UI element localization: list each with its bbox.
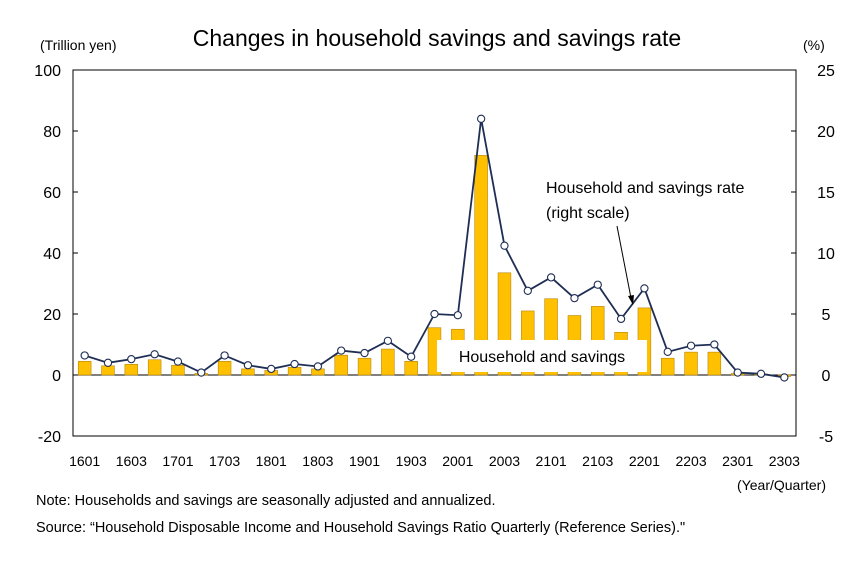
line-point [337, 346, 346, 355]
line-point [546, 273, 556, 282]
line-point [360, 348, 369, 358]
bar [77, 360, 92, 376]
right-axis-unit: (%) [803, 37, 825, 53]
x-tick-label: 2001 [442, 453, 473, 469]
right-tick-label: 15 [817, 185, 835, 202]
line-point [756, 369, 766, 378]
bar-label-box [437, 340, 647, 372]
bar [381, 348, 395, 376]
chart-title: Changes in household savings and savings… [193, 25, 681, 51]
bar [147, 359, 162, 376]
left-tick-label: 0 [52, 368, 61, 385]
line-point [570, 293, 579, 303]
right-tick-label: 10 [817, 246, 835, 263]
x-tick-label: 1701 [162, 453, 193, 469]
line-point [103, 358, 113, 367]
x-tick-label: 2003 [489, 453, 520, 469]
x-tick-label: 2301 [722, 453, 753, 469]
line-series-label-2: (right scale) [546, 205, 630, 222]
line-point [616, 314, 626, 324]
line-point [686, 341, 696, 350]
line-point [197, 368, 206, 377]
line-point [127, 354, 136, 364]
left-axis: -20 0 20 40 60 80 100 [34, 63, 78, 446]
x-tick-label: 2201 [629, 453, 660, 469]
line-point [500, 241, 509, 250]
x-tick-label: 1903 [396, 453, 427, 469]
x-tick-label: 1901 [349, 453, 380, 469]
line-point [523, 286, 532, 295]
left-tick-label: -20 [38, 429, 61, 446]
line-point [173, 357, 183, 366]
x-tick-label: 2303 [769, 453, 800, 469]
left-tick-label: 100 [34, 63, 61, 80]
line-point [593, 280, 602, 289]
right-tick-label: 0 [822, 368, 831, 385]
chart-source: Source: “Household Disposable Income and… [36, 520, 686, 536]
bar [287, 367, 302, 376]
bar [357, 357, 372, 376]
x-axis-unit: (Year/Quarter) [737, 477, 826, 493]
line-point [430, 309, 439, 319]
line-point [453, 311, 462, 320]
bar [684, 351, 698, 376]
line-point [220, 351, 229, 360]
bar [124, 364, 139, 376]
left-axis-unit: (Trillion yen) [40, 37, 117, 53]
bar [334, 354, 348, 376]
x-tick-label: 2103 [582, 453, 613, 469]
line-point [80, 351, 89, 360]
bar-series-label: Household and savings [459, 349, 625, 366]
bar [171, 364, 185, 376]
bar [474, 155, 488, 376]
right-axis: -5 0 5 10 15 20 25 [791, 63, 835, 446]
savings-chart: Changes in household savings and savings… [34, 25, 835, 493]
chart-note: Note: Households and savings are seasona… [36, 493, 496, 509]
line-point [150, 350, 159, 359]
x-axis: 1601 1603 1701 1703 1801 1803 1901 1903 2001 2003… [69, 453, 800, 469]
x-tick-label: 1803 [302, 453, 333, 469]
plot-area-border [72, 69, 797, 437]
bar [661, 357, 675, 376]
right-tick-label: 25 [817, 63, 835, 80]
annotation-arrow-head [628, 295, 634, 305]
x-tick-label: 1703 [209, 453, 240, 469]
line-series-label-1: Household and savings rate [546, 180, 744, 197]
line-point [290, 359, 299, 369]
x-tick-label: 2203 [675, 453, 706, 469]
line-point [780, 373, 789, 382]
line-point [407, 352, 416, 361]
bar [217, 360, 232, 376]
line-point [476, 114, 486, 123]
x-tick-label: 1603 [116, 453, 147, 469]
line-point [243, 361, 253, 370]
left-tick-label: 20 [43, 307, 61, 324]
right-tick-label: 20 [817, 124, 835, 141]
bar [404, 360, 418, 376]
x-tick-label: 2101 [536, 453, 567, 469]
right-tick-label: -5 [819, 429, 833, 446]
line-point [640, 284, 649, 293]
line-point [663, 347, 672, 356]
annotation-arrow [616, 225, 632, 299]
line-point [313, 362, 323, 371]
left-tick-label: 80 [43, 124, 61, 141]
line-point [710, 340, 719, 349]
bar [707, 351, 722, 376]
bar [241, 368, 255, 376]
line-point [733, 368, 742, 377]
right-tick-label: 5 [822, 307, 831, 324]
line-series [80, 114, 789, 382]
line-point [267, 364, 276, 374]
x-tick-label: 1801 [256, 453, 287, 469]
left-tick-label: 60 [43, 185, 61, 202]
line-point [383, 336, 393, 345]
left-tick-label: 40 [43, 246, 61, 263]
bar [101, 365, 115, 376]
x-tick-label: 1601 [69, 453, 100, 469]
